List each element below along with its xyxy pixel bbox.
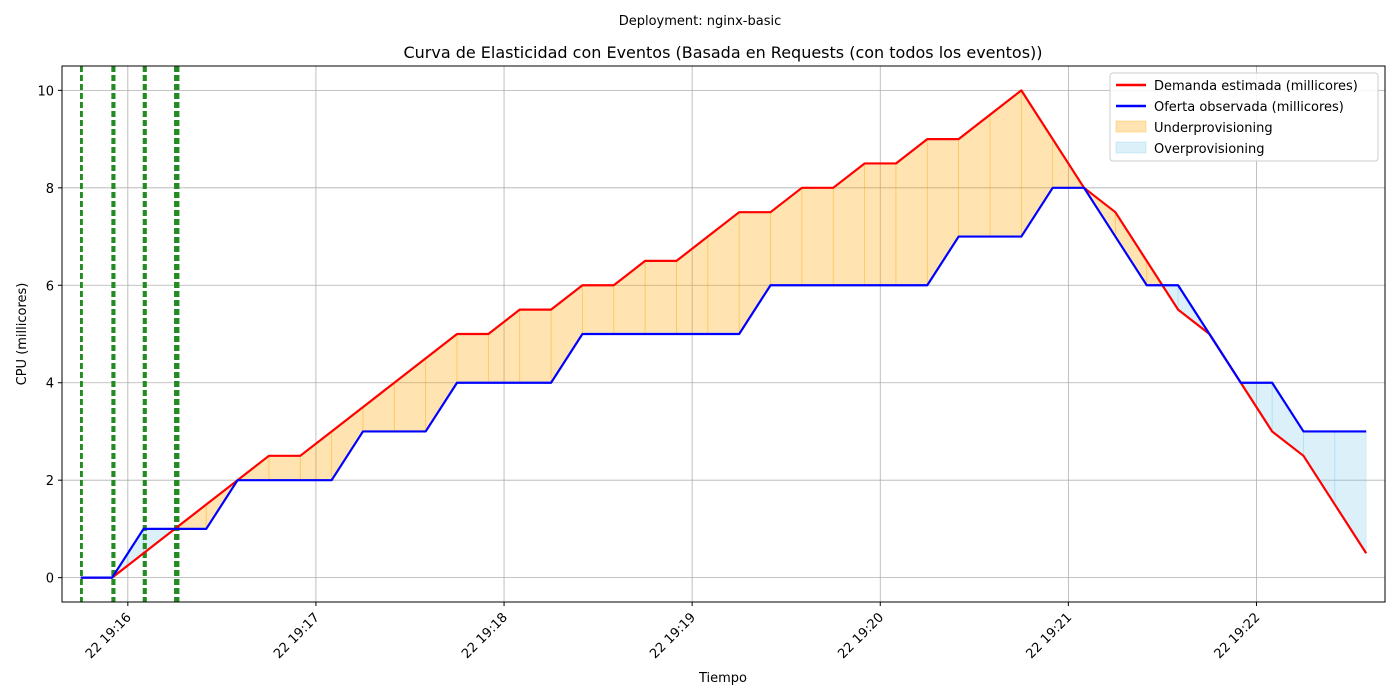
underprovisioning-area — [425, 333, 458, 433]
demand-line — [80, 89, 1368, 579]
y-tick-label: 6 — [46, 279, 54, 294]
x-tick-label: 22 19:18 — [459, 610, 511, 662]
underprovisioning-area — [770, 187, 803, 286]
overprovisioning-area — [1303, 431, 1336, 506]
legend-label: Overprovisioning — [1154, 142, 1265, 157]
underprovisioning-area — [832, 162, 865, 286]
underprovisioning-area — [926, 138, 960, 287]
y-tick-label: 0 — [46, 572, 54, 587]
y-axis-label: CPU (millicores) — [15, 283, 30, 386]
y-axis: 0 2 4 6 8 10 — [37, 84, 62, 587]
legend-label: Demanda estimada (millicores) — [1154, 79, 1358, 94]
x-tick-label: 22 19:16 — [83, 610, 135, 662]
x-tick-label: 22 19:17 — [271, 610, 323, 662]
x-axis: 22 19:16 22 19:17 22 19:18 22 19:19 22 19:20… — [83, 602, 1263, 662]
y-tick-label: 8 — [46, 182, 54, 197]
legend-patch-swatch — [1115, 141, 1147, 154]
event-lines-layer — [80, 66, 180, 602]
x-axis-label: Tiempo — [698, 671, 747, 686]
underprovisioning-area — [801, 187, 834, 286]
chart-suptitle: Deployment: nginx-basic — [619, 14, 782, 29]
legend-patch-swatch — [1115, 120, 1147, 133]
underprovisioning-area — [550, 284, 583, 385]
underprovisioning-area — [582, 284, 615, 335]
underprovisioning-area — [1114, 210, 1148, 287]
legend: Demanda estimada (millicores) Oferta obse… — [1109, 72, 1379, 162]
legend-box — [1109, 72, 1379, 162]
overprovisioning-area — [1334, 431, 1367, 555]
x-tick-label: 22 19:19 — [647, 610, 699, 662]
underprovisioning-area — [456, 333, 489, 384]
underprovisioning-area — [268, 455, 301, 481]
underprovisioning-area — [707, 211, 740, 335]
underprovisioning-area — [738, 211, 771, 336]
y-tick-label: 4 — [46, 377, 54, 392]
supply-line — [80, 186, 1367, 579]
series-layer — [80, 89, 1368, 579]
underprovisioning-area — [958, 113, 991, 237]
plot-frame — [61, 65, 1386, 603]
chart-title: Curva de Elasticidad con Eventos (Basada… — [403, 43, 1042, 62]
x-tick-label: 22 19:22 — [1212, 610, 1264, 662]
x-tick-label: 22 19:20 — [835, 610, 887, 662]
underprovisioning-area — [519, 309, 552, 384]
legend-label: Oferta observada (millicores) — [1154, 100, 1344, 115]
underprovisioning-area — [362, 381, 395, 432]
y-tick-label: 2 — [46, 474, 54, 489]
underprovisioning-area — [676, 235, 709, 335]
x-tick-label: 22 19:21 — [1023, 610, 1075, 662]
underprovisioning-area — [864, 163, 897, 286]
legend-label: Underprovisioning — [1154, 121, 1273, 136]
y-tick-label: 10 — [37, 84, 54, 99]
underprovisioning-area — [1020, 89, 1054, 238]
underprovisioning-area — [644, 260, 677, 335]
